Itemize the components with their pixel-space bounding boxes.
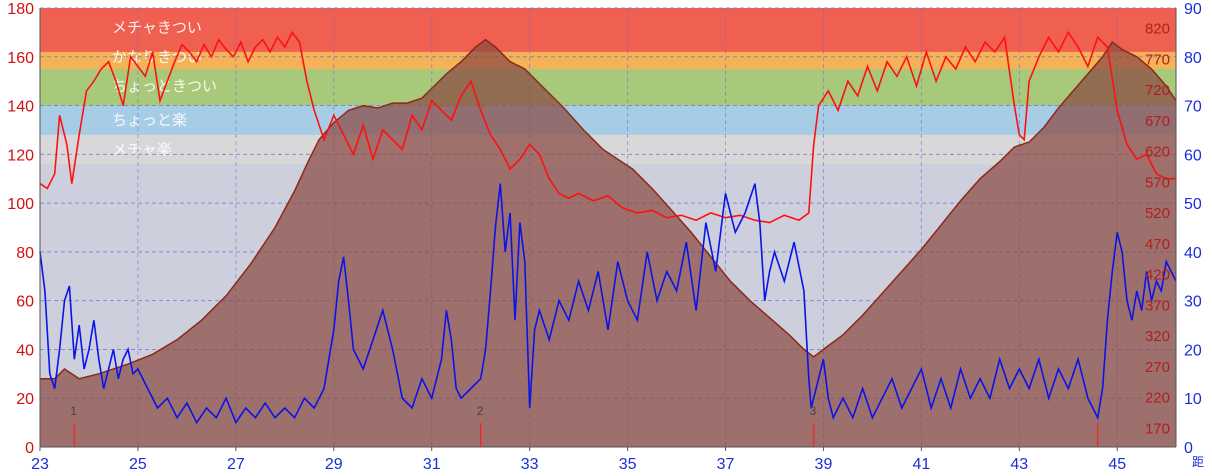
x-unit-label: 距: [1192, 455, 1204, 469]
y-right-tick-label: 0: [1184, 440, 1193, 457]
elevation-tick-label: 720: [1145, 82, 1170, 99]
y-left-tick-label: 80: [16, 245, 34, 262]
y-left-tick-label: 0: [25, 440, 34, 457]
zone-band: [40, 68, 1176, 106]
y-right-tick-label: 70: [1184, 99, 1202, 116]
elevation-tick-label: 220: [1145, 390, 1170, 407]
zone-band: [40, 105, 1176, 135]
x-tick-label: 43: [1010, 456, 1028, 473]
elevation-tick-label: 370: [1145, 297, 1170, 314]
x-tick-label: 27: [227, 456, 245, 473]
lap-markers: 1 2 3: [70, 404, 1099, 447]
lap-marker-label: 1: [70, 404, 77, 418]
x-tick-label: 25: [129, 456, 147, 473]
x-tick-label: 23: [31, 456, 49, 473]
y-right-tick-label: 10: [1184, 391, 1202, 408]
x-tick-label: 39: [815, 456, 833, 473]
elevation-tick-label: 620: [1145, 144, 1170, 161]
y-left-tick-label: 40: [16, 342, 34, 359]
elevation-tick-label: 770: [1145, 51, 1170, 68]
x-tick-label: 29: [325, 456, 343, 473]
elevation-tick-label: 520: [1145, 205, 1170, 222]
heart-rate-path: [39, 30, 1176, 224]
y-left-tick-label: 20: [16, 391, 34, 408]
y-right-tick-label: 50: [1184, 196, 1202, 213]
elevation-tick-label: 270: [1145, 359, 1170, 376]
y-right-tick-label: 20: [1184, 342, 1202, 359]
x-tick-label: 37: [717, 456, 735, 473]
y-left-tick-label: 60: [16, 294, 34, 311]
elevation-tick-label: 170: [1145, 420, 1170, 437]
x-tick-label: 35: [619, 456, 637, 473]
x-tick-label: 45: [1108, 456, 1126, 473]
elevation-tick-label: 820: [1145, 21, 1170, 38]
x-tick-label: 33: [521, 456, 539, 473]
elevation-tick-label: 420: [1145, 267, 1170, 284]
zone-label: ちょっと楽: [112, 111, 187, 129]
elevation-tick-label: 470: [1145, 236, 1170, 253]
heart-rate-line: [39, 30, 1176, 224]
y-left-tick-label: 100: [7, 196, 34, 213]
y-right-tick-label: 30: [1184, 294, 1202, 311]
zone-label: メチャ楽: [112, 140, 172, 158]
x-tick-label: 31: [423, 456, 441, 473]
y-left-tick-label: 160: [7, 50, 34, 67]
y-right-tick-label: 40: [1184, 245, 1202, 262]
y-left-tick-label: 120: [7, 147, 34, 164]
x-tick-label: 41: [912, 456, 930, 473]
y-right-tick-label: 90: [1184, 1, 1202, 18]
elevation-tick-label: 320: [1145, 328, 1170, 345]
y-right-tick-label: 60: [1184, 147, 1202, 164]
lap-marker-label: 2: [477, 404, 484, 418]
lap-marker-label: 3: [810, 404, 817, 418]
y-left-tick-label: 180: [7, 1, 34, 18]
elevation-line: [40, 38, 1177, 380]
y-left-tick-label: 140: [7, 99, 34, 116]
zone-label: メチャきつい: [112, 19, 202, 37]
speed-line: [39, 183, 1177, 425]
axes: 0204060801001201401601800102030405060708…: [7, 1, 1204, 473]
elevation-tick-label: 570: [1145, 174, 1170, 191]
elevation-tick-label: 670: [1145, 113, 1170, 130]
y-right-tick-label: 80: [1184, 50, 1202, 67]
speed-path: [39, 183, 1177, 425]
